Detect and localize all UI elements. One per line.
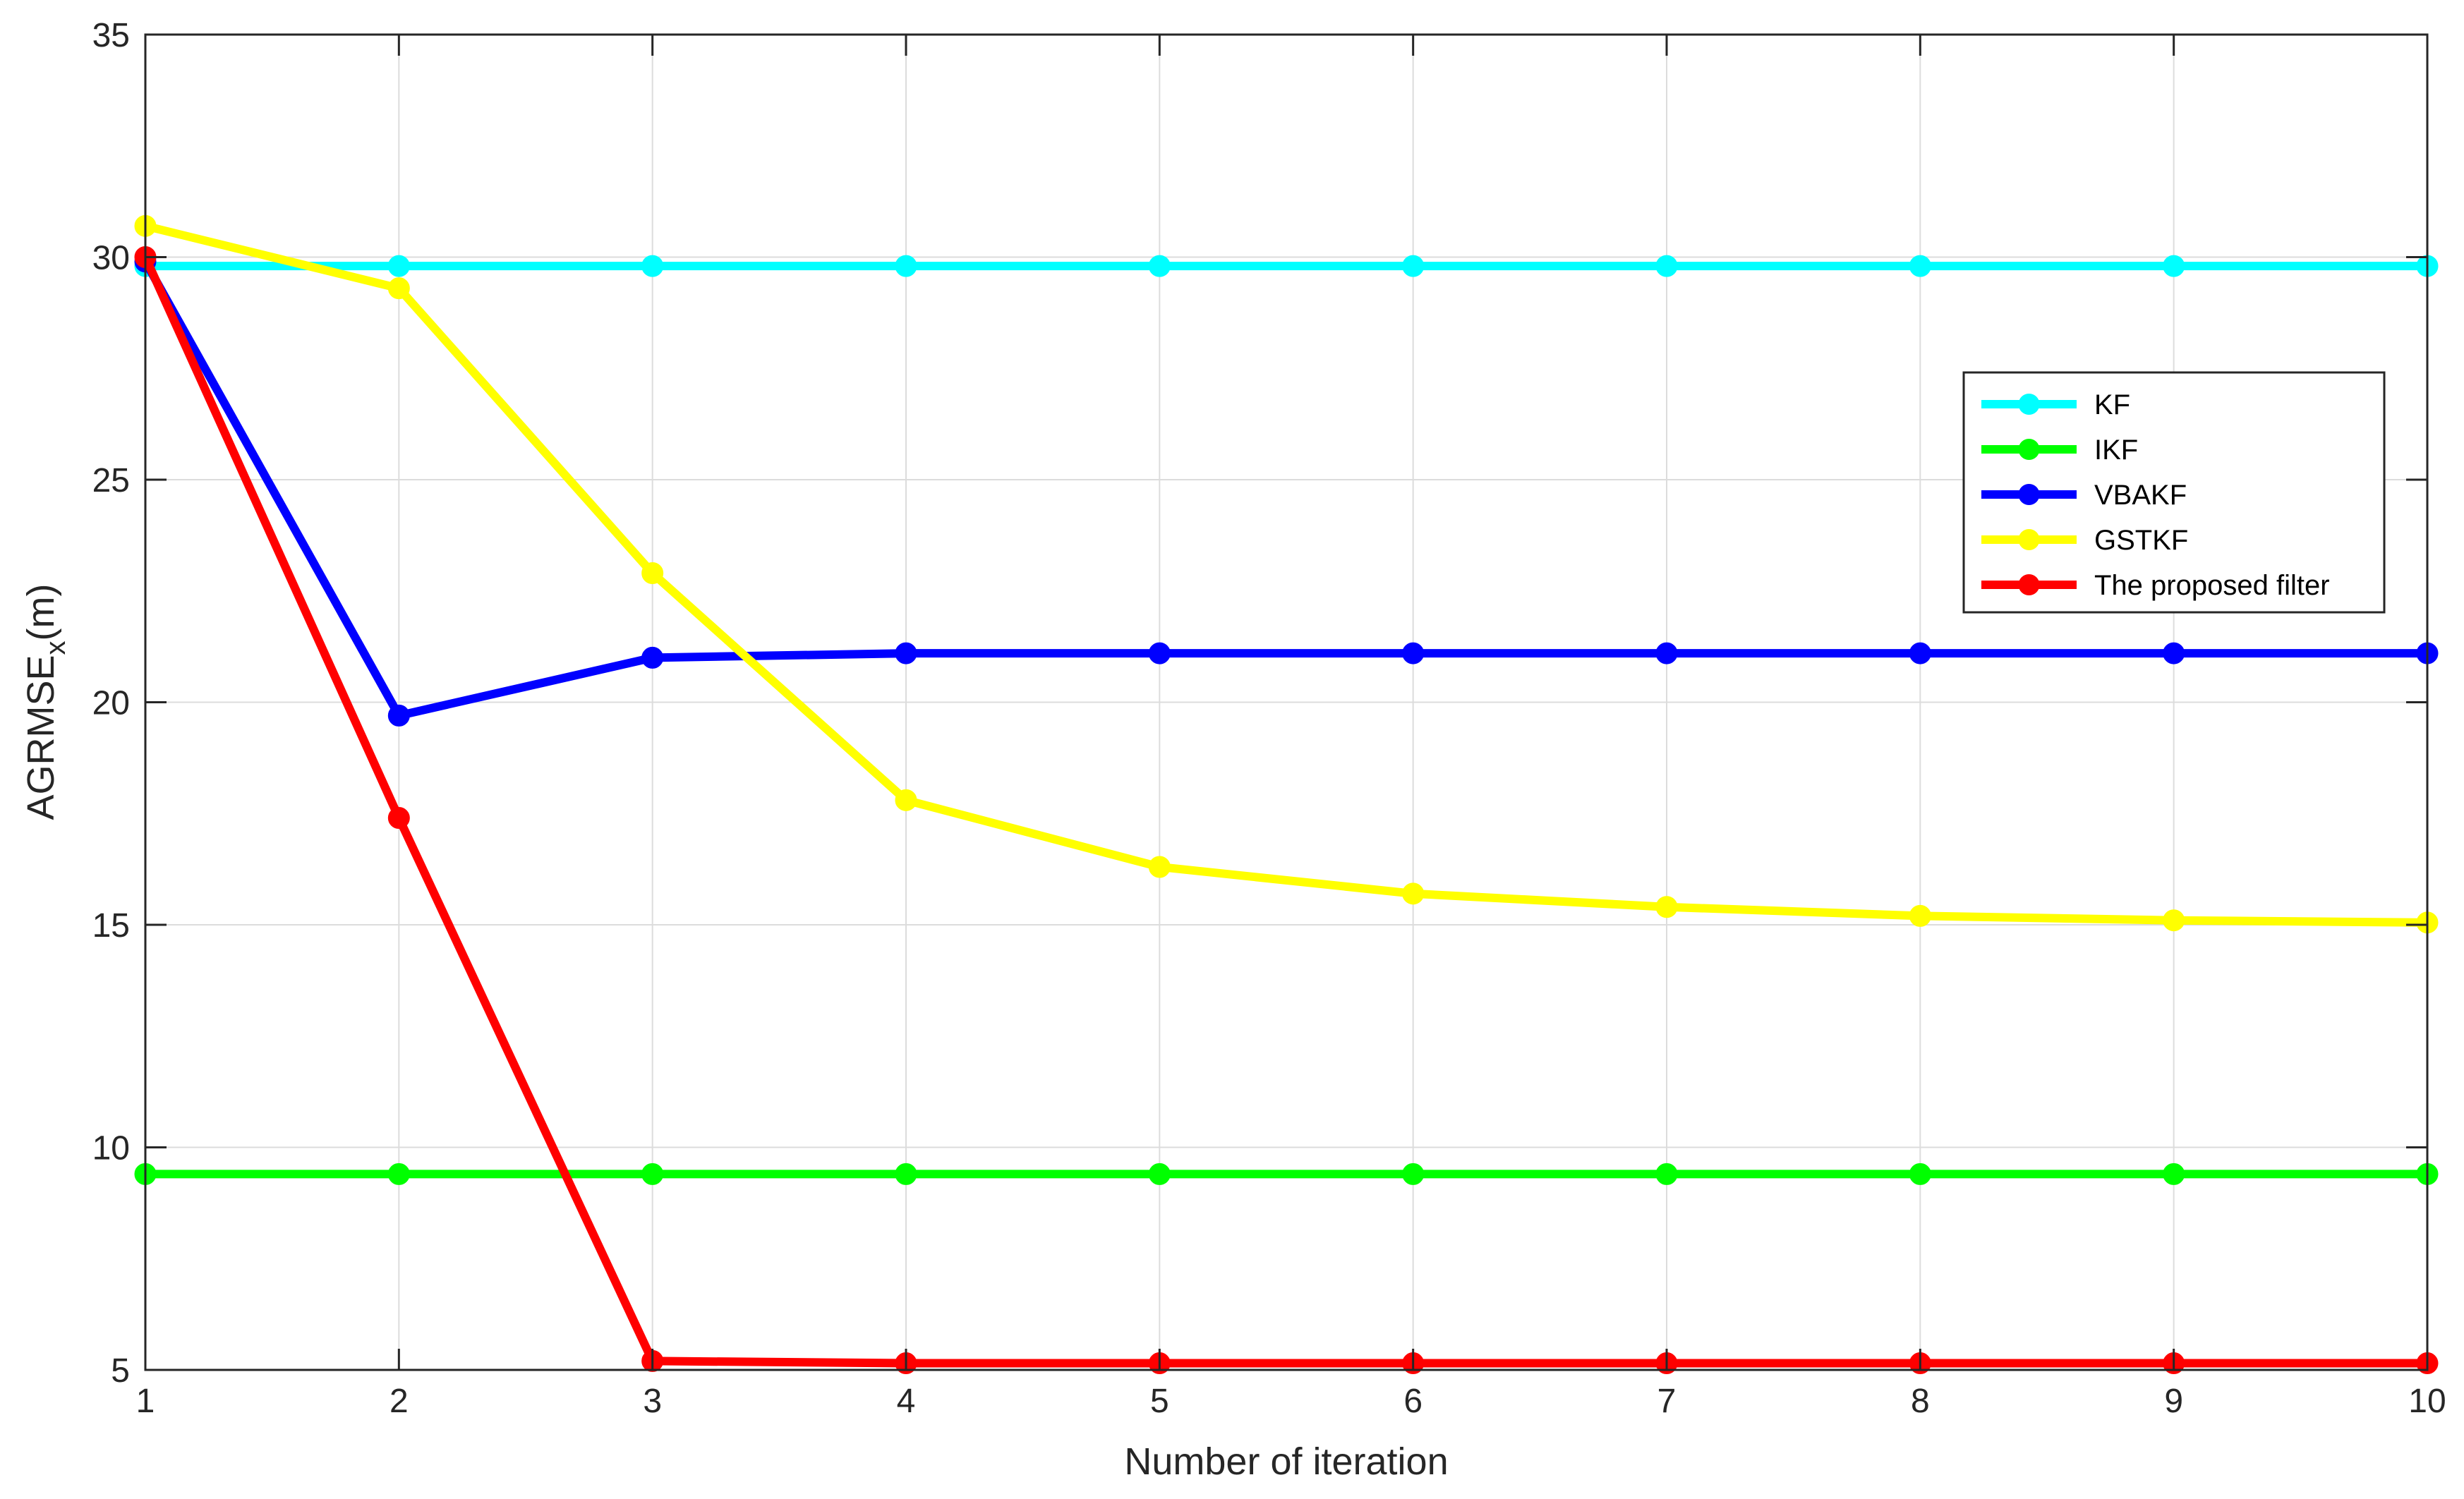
y-tick-label: 30 — [92, 240, 130, 277]
y-tick-label: 10 — [92, 1130, 130, 1167]
series-ikf — [134, 1163, 2439, 1185]
x-tick-label: 7 — [1657, 1383, 1677, 1420]
ticks — [144, 33, 2429, 1371]
series-line-the-proposed-filter — [141, 255, 2427, 1368]
data-point-kf — [1909, 255, 1931, 277]
x-tick-label: 1 — [136, 1383, 155, 1420]
data-point-ikf — [2163, 1163, 2185, 1185]
y-axis-label: AGRMSEx(m) — [20, 584, 71, 820]
data-point-gstkf — [1655, 896, 1678, 918]
data-point-vbakf — [895, 642, 917, 664]
y-tick-label: 15 — [92, 907, 130, 945]
legend-entry-kf: KF — [1981, 389, 2130, 420]
x-tick-label: 8 — [1911, 1383, 1930, 1420]
data-point-kf — [1148, 255, 1171, 277]
legend-entry-ikf: IKF — [1981, 435, 2138, 466]
data-point-kf — [387, 255, 410, 277]
legend-label: The proposed filter — [2094, 570, 2330, 601]
data-point-gstkf — [1402, 882, 1425, 905]
x-tick-label: 9 — [2164, 1383, 2183, 1420]
data-point-gstkf — [895, 789, 917, 811]
data-point-vbakf — [2163, 642, 2185, 664]
legend-swatch-marker — [2018, 439, 2040, 460]
series-lines — [134, 214, 2439, 1375]
y-axis-label-unit: (m) — [20, 584, 62, 641]
series-line-gstkf — [144, 221, 2428, 927]
data-point-kf — [641, 255, 664, 277]
data-point-gstkf — [1148, 856, 1171, 878]
data-point-gstkf — [387, 277, 410, 300]
legend-label: GSTKF — [2094, 525, 2188, 556]
series-line-vbakf — [141, 259, 2427, 720]
legend-entry-gstkf: GSTKF — [1981, 525, 2188, 556]
x-tick-label: 2 — [389, 1383, 409, 1420]
legend-label: IKF — [2094, 435, 2138, 466]
legend-swatch-marker — [2018, 484, 2040, 505]
legend-swatch-marker — [2018, 529, 2040, 550]
data-point-vbakf — [1148, 642, 1171, 664]
data-point-ikf — [895, 1163, 917, 1185]
legend-entry-vbakf: VBAKF — [1981, 480, 2187, 511]
data-point-vbakf — [1655, 642, 1678, 664]
data-point-ikf — [1655, 1163, 1678, 1185]
data-point-ikf — [1148, 1163, 1171, 1185]
y-tick-label: 35 — [92, 17, 130, 54]
data-point-vbakf — [641, 646, 664, 669]
y-tick-label: 25 — [92, 462, 130, 499]
y-tick-label: 5 — [111, 1352, 130, 1390]
data-point-kf — [1655, 255, 1678, 277]
x-tick-label: 5 — [1150, 1383, 1169, 1420]
legend: KF IKF VBAKF GSTKF The proposed filter — [1962, 371, 2386, 614]
x-axis-label: Number of iteration — [1124, 1440, 1448, 1483]
data-point-ikf — [1402, 1163, 1425, 1185]
data-point-kf — [895, 255, 917, 277]
x-tick-label: 10 — [2408, 1383, 2446, 1420]
x-tick-label: 3 — [643, 1383, 662, 1420]
legend-swatch-marker — [2018, 574, 2040, 595]
series-gstkf — [134, 214, 2439, 934]
data-point-gstkf — [1909, 904, 1931, 927]
data-point-vbakf — [387, 704, 410, 727]
tick-labels: 1 2 3 4 5 6 7 8 9 10 5 10 15 20 25 30 35 — [92, 17, 2446, 1420]
data-point-the-proposed-filter — [387, 807, 410, 830]
data-point-kf — [2163, 255, 2185, 277]
data-point-kf — [1402, 255, 1425, 277]
y-axis-label-subscript: x — [40, 641, 71, 655]
data-point-ikf — [641, 1163, 664, 1185]
legend-entry-the-proposed-filter: The proposed filter — [1981, 570, 2330, 601]
y-tick-label: 20 — [92, 685, 130, 722]
data-point-gstkf — [641, 562, 664, 585]
y-axis-label-main: AGRMSE — [20, 655, 62, 820]
legend-label: VBAKF — [2094, 480, 2187, 511]
data-point-gstkf — [2163, 909, 2185, 932]
data-point-vbakf — [1909, 642, 1931, 664]
legend-swatch-marker — [2018, 394, 2040, 415]
x-tick-label: 6 — [1403, 1383, 1423, 1420]
data-point-ikf — [387, 1163, 410, 1185]
data-point-vbakf — [1402, 642, 1425, 664]
x-tick-label: 4 — [897, 1383, 916, 1420]
legend-label: KF — [2094, 389, 2130, 420]
data-point-ikf — [1909, 1163, 1931, 1185]
